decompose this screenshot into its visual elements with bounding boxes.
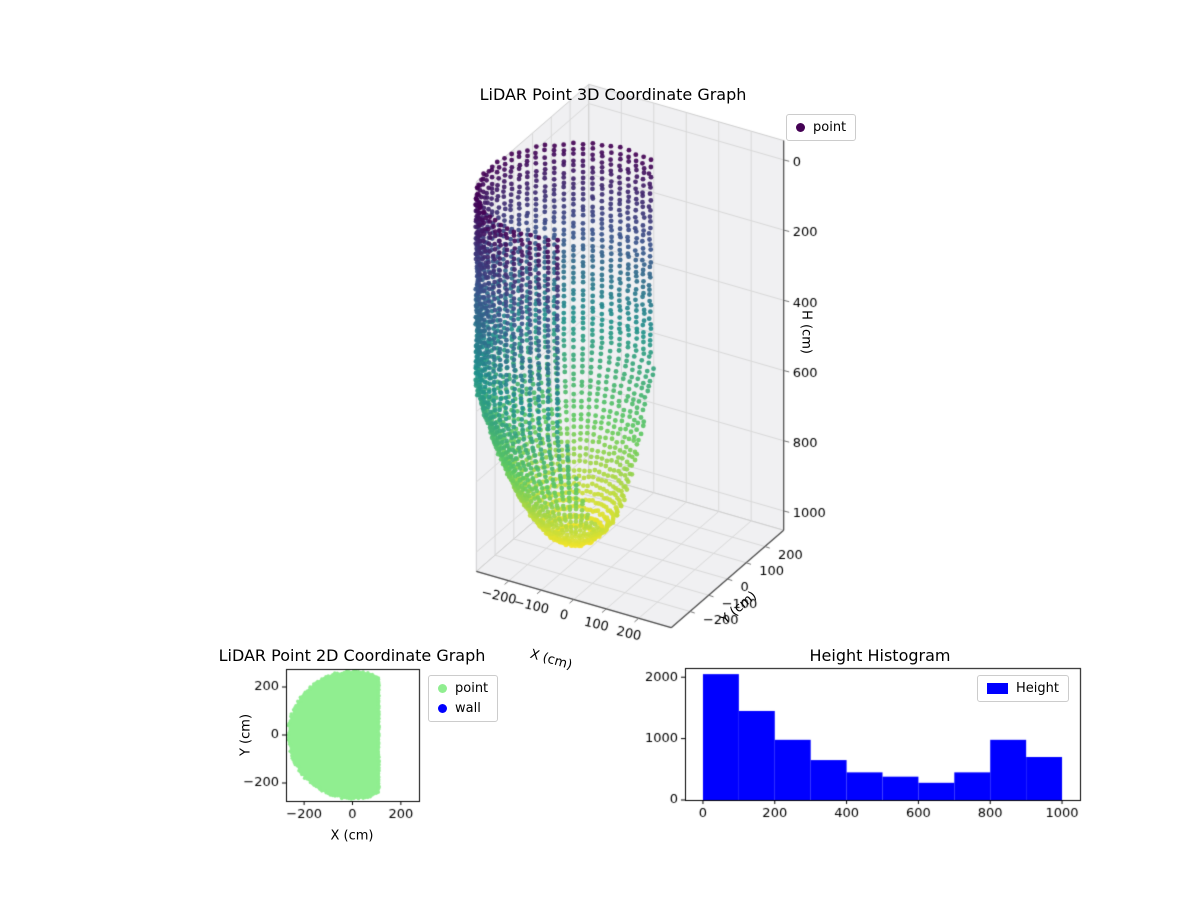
plot2d-point-legend-label: point bbox=[455, 681, 489, 696]
plot2d-wall-legend-label: wall bbox=[455, 701, 481, 716]
plot2d-wall-marker bbox=[438, 704, 447, 713]
plot3d-legend: point bbox=[786, 114, 857, 141]
plot3d-point-legend-label: point bbox=[813, 120, 847, 135]
legend-row: point bbox=[438, 680, 488, 697]
histogram-title: Height Histogram bbox=[809, 646, 951, 665]
histogram-legend-label: Height bbox=[1016, 681, 1059, 696]
legend-row: Height bbox=[987, 680, 1059, 697]
plot3d-zaxis-label: H (cm) bbox=[798, 310, 814, 354]
plot2d-point-marker bbox=[438, 684, 447, 693]
legend-row: wall bbox=[438, 700, 488, 717]
plot2d-legend: point wall bbox=[428, 675, 499, 722]
plot2d-title: LiDAR Point 2D Coordinate Graph bbox=[218, 646, 486, 665]
histogram-legend-swatch bbox=[987, 683, 1008, 694]
plot2d-xaxis-label: X (cm) bbox=[330, 828, 374, 844]
histogram-legend: Height bbox=[977, 675, 1069, 702]
plot2d-yaxis-label: Y (cm) bbox=[238, 713, 254, 757]
plot3d-point-marker bbox=[796, 123, 805, 132]
legend-row: point bbox=[796, 119, 846, 136]
plot3d-title: LiDAR Point 3D Coordinate Graph bbox=[479, 85, 747, 104]
